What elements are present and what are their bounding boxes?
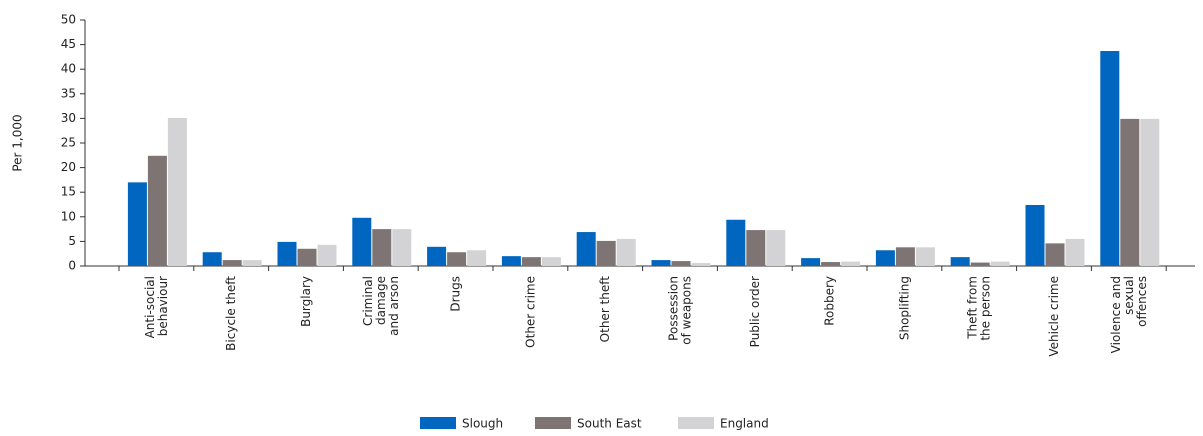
bar bbox=[1025, 204, 1045, 266]
y-tick-label: 0 bbox=[68, 259, 76, 273]
bar bbox=[1065, 238, 1085, 266]
y-tick-label: 5 bbox=[68, 234, 76, 248]
x-tick-label: Shoplifting bbox=[897, 276, 911, 340]
bar bbox=[691, 263, 711, 266]
bar bbox=[746, 230, 766, 266]
y-tick-label: 20 bbox=[61, 160, 76, 174]
x-tick-label-line: Other crime bbox=[523, 276, 537, 348]
bar bbox=[222, 260, 242, 266]
bar bbox=[766, 230, 786, 266]
bar bbox=[202, 252, 222, 266]
x-tick-label-line: Possession bbox=[666, 276, 680, 341]
bar bbox=[726, 219, 746, 266]
bar bbox=[895, 247, 915, 266]
x-tick-label: Public order bbox=[747, 276, 761, 347]
bar bbox=[821, 262, 841, 266]
y-axis-label: Per 1,000 bbox=[11, 114, 25, 171]
bar bbox=[1100, 50, 1120, 266]
bar bbox=[596, 240, 616, 266]
y-tick-label: 35 bbox=[61, 86, 76, 100]
x-tick-label-line: damage bbox=[373, 276, 387, 325]
bar bbox=[317, 244, 337, 266]
x-tick-label-line: behaviour bbox=[155, 276, 169, 336]
bar bbox=[950, 257, 970, 266]
x-tick-label-line: Drugs bbox=[448, 276, 462, 312]
bar bbox=[352, 217, 372, 266]
bar bbox=[541, 257, 561, 266]
x-tick-label-line: Criminal bbox=[360, 276, 374, 326]
x-tick-label: Theft fromthe person bbox=[965, 276, 992, 341]
x-tick-label-line: Violence and bbox=[1108, 276, 1122, 353]
x-tick-label-line: sexual bbox=[1121, 276, 1135, 315]
x-tick-label-line: the person bbox=[978, 276, 992, 341]
x-tick-label: Other crime bbox=[523, 276, 537, 348]
legend-label: England bbox=[720, 417, 769, 431]
y-tick-label: 30 bbox=[61, 111, 76, 125]
x-tick-label: Criminaldamageand arson bbox=[360, 276, 400, 336]
x-tick-label: Anti-socialbehaviour bbox=[142, 276, 169, 338]
x-tick-label-line: and arson bbox=[386, 276, 400, 336]
x-tick-label: Other theft bbox=[598, 276, 612, 343]
y-tick-label: 50 bbox=[61, 13, 76, 27]
legend-swatch bbox=[678, 417, 714, 429]
bar bbox=[127, 182, 147, 266]
bar bbox=[167, 117, 187, 267]
x-tick-label-line: offences bbox=[1134, 276, 1148, 327]
bar bbox=[277, 241, 297, 266]
bar bbox=[970, 262, 990, 266]
bar bbox=[990, 261, 1010, 266]
bar bbox=[576, 232, 596, 266]
bar bbox=[297, 248, 317, 266]
bar bbox=[1120, 118, 1140, 266]
bar bbox=[841, 261, 861, 266]
x-tick-label: Possessionof weapons bbox=[666, 276, 693, 345]
bar bbox=[1045, 243, 1065, 266]
x-tick-label-line: Robbery bbox=[822, 276, 836, 326]
x-tick-label-line: Theft from bbox=[965, 276, 979, 340]
bar bbox=[801, 258, 821, 266]
bar bbox=[616, 238, 636, 266]
x-tick-label-line: Other theft bbox=[598, 276, 612, 343]
x-tick-label-line: Public order bbox=[747, 276, 761, 347]
y-tick-label: 15 bbox=[61, 185, 76, 199]
x-tick-label: Drugs bbox=[448, 276, 462, 312]
legend-label: South East bbox=[577, 417, 642, 431]
legend-swatch bbox=[420, 417, 456, 429]
x-tick-label: Burglary bbox=[299, 276, 313, 327]
bar bbox=[147, 155, 167, 266]
x-tick-label-line: Vehicle crime bbox=[1047, 276, 1061, 357]
x-tick-label-line: Burglary bbox=[299, 276, 313, 327]
y-tick-label: 25 bbox=[61, 136, 76, 150]
y-tick-label: 40 bbox=[61, 62, 76, 76]
legend-swatch bbox=[535, 417, 571, 429]
bar bbox=[467, 250, 487, 266]
bar bbox=[242, 260, 262, 266]
bar bbox=[501, 256, 521, 266]
bar bbox=[392, 229, 412, 266]
bar bbox=[875, 250, 895, 266]
bar bbox=[372, 229, 392, 266]
bar bbox=[521, 257, 541, 266]
x-tick-label-line: Shoplifting bbox=[897, 276, 911, 340]
bar bbox=[651, 260, 671, 266]
y-tick-label: 10 bbox=[61, 209, 76, 223]
bar bbox=[427, 246, 447, 266]
x-tick-label: Violence andsexualoffences bbox=[1108, 276, 1148, 353]
x-tick-label: Bicycle theft bbox=[224, 276, 238, 351]
x-tick-label-line: Anti-social bbox=[142, 276, 156, 338]
x-tick-label: Robbery bbox=[822, 276, 836, 326]
bar bbox=[1140, 118, 1160, 266]
x-tick-label: Vehicle crime bbox=[1047, 276, 1061, 357]
y-tick-label: 45 bbox=[61, 37, 76, 51]
bar bbox=[447, 252, 467, 266]
bar bbox=[915, 247, 935, 266]
legend-label: Slough bbox=[462, 417, 503, 431]
bar bbox=[671, 261, 691, 266]
x-tick-label-line: Bicycle theft bbox=[224, 276, 238, 351]
x-tick-label-line: of weapons bbox=[679, 276, 693, 345]
